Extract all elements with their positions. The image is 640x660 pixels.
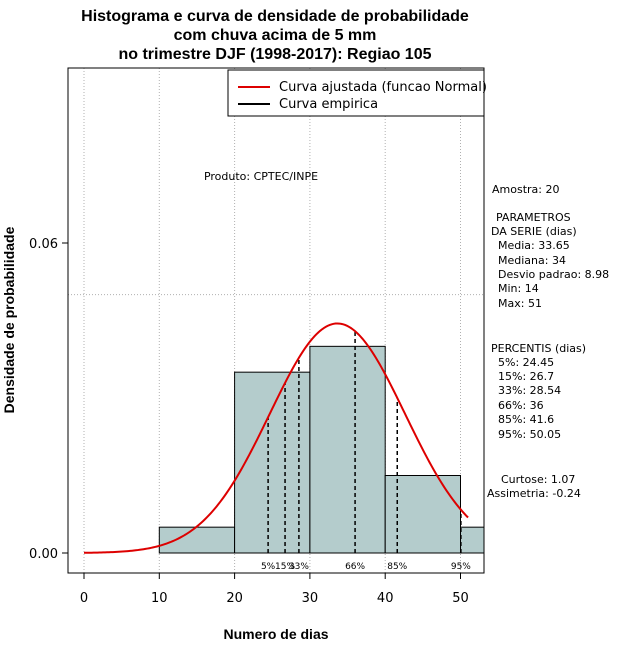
percentile-lines: 5% 15%33% 66% 85% 95%	[261, 331, 471, 572]
x-axis-label: Numero de dias	[223, 626, 328, 642]
param-mean: Media: 33.65	[498, 239, 570, 252]
histogram-bars	[158, 345, 484, 554]
percentile-label: 85%	[387, 562, 407, 572]
histogram-bar	[384, 474, 462, 554]
params-heading: PARAMETROS	[496, 211, 571, 224]
percentile-33: 33%: 28.54	[498, 384, 561, 397]
chart-title-line-3: no trimestre DJF (1998-2017): Regiao 105	[118, 46, 431, 63]
sample-size: Amostra: 20	[492, 183, 559, 196]
histogram-bar	[309, 345, 386, 554]
axes: 0 10 20 30 40 50 0.00 0.06	[29, 237, 469, 606]
percentile-15: 15%: 26.7	[498, 370, 554, 383]
y-axis-label: Densidade de probabilidade	[1, 226, 17, 413]
percentile-label: 33%	[289, 562, 309, 572]
percentiles-heading: PERCENTIS (dias)	[491, 342, 586, 355]
plot-border	[67, 67, 485, 574]
legend-box	[227, 69, 485, 117]
histogram-bar	[460, 526, 484, 554]
x-tick-label: 0	[80, 591, 88, 606]
param-max: Max: 51	[498, 297, 542, 310]
chart-title-line-1: Histograma e curva de densidade de proba…	[81, 8, 469, 25]
fitted-curve-layer	[83, 322, 469, 554]
percentile-label: 5%	[261, 562, 276, 572]
x-tick-label: 30	[302, 591, 319, 606]
histogram-bar	[158, 526, 236, 554]
y-tick-label: 0.00	[29, 547, 58, 562]
percentile-95: 95%: 50.05	[498, 428, 561, 441]
legend-fitted-label: Curva ajustada (funcao Normal)	[279, 80, 487, 95]
x-tick-label: 20	[226, 591, 243, 606]
percentile-66: 66%: 36	[498, 399, 544, 412]
x-tick-label: 10	[151, 591, 168, 606]
x-tick-label: 50	[452, 591, 469, 606]
kurtosis: Curtose: 1.07	[501, 473, 575, 486]
legend: Curva ajustada (funcao Normal) Curva emp…	[227, 69, 487, 117]
param-min: Min: 14	[498, 282, 539, 295]
x-tick-label: 40	[377, 591, 394, 606]
y-tick-label: 0.06	[29, 237, 58, 252]
param-median: Mediana: 34	[498, 254, 566, 267]
chart-title-line-2: com chuva acima de 5 mm	[174, 27, 377, 44]
fitted-normal-curve	[83, 322, 469, 554]
grid-lines	[68, 68, 484, 573]
percentile-label: 95%	[451, 562, 471, 572]
percentile-85: 85%: 41.6	[498, 413, 554, 426]
percentile-5: 5%: 24.45	[498, 356, 554, 369]
percentile-label: 15%	[275, 562, 295, 572]
legend-empirical-label: Curva empirica	[279, 97, 378, 112]
percentile-label: 66%	[345, 562, 365, 572]
params-subheading: DA SERIE (dias)	[491, 225, 577, 238]
product-note: Produto: CPTEC/INPE	[204, 170, 318, 183]
skewness: Assimetria: -0.24	[487, 487, 581, 500]
param-sd: Desvio padrao: 8.98	[498, 268, 609, 281]
